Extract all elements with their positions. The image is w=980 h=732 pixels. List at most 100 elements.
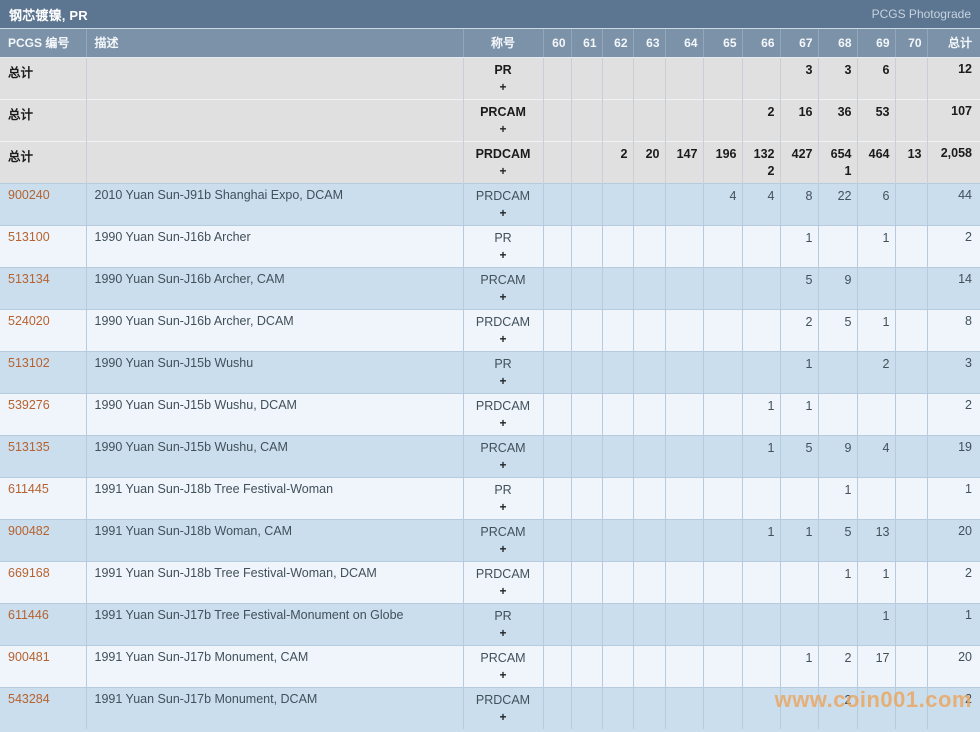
total-cell: 2 — [926, 392, 980, 435]
summary-row: 总计 PR +3 3 6 12 — [0, 57, 980, 99]
table-body: 总计 PR +3 3 6 12 总计 PRCAM +2 16 36 53 107 总计 PRDCAM +2 20… — [0, 57, 980, 729]
total-cell: 14 — [926, 266, 980, 309]
grade-cell-68: 5 — [817, 518, 857, 561]
table-row: 513134 1990 Yuan Sun-J16b Archer, CAM PRCA… — [0, 266, 980, 309]
grade-cell-64 — [664, 350, 703, 393]
col-header-grade-70: 70 — [894, 29, 927, 58]
grade-cell-65 — [702, 350, 742, 393]
grade-cell-66 — [741, 57, 780, 99]
grade-cell-62 — [601, 476, 633, 519]
grade-cell-67: 5 — [779, 434, 818, 477]
table-row: 524020 1990 Yuan Sun-J16b Archer, DCAM PRD… — [0, 308, 980, 351]
grade-cell-65 — [702, 98, 742, 141]
pcgs-number-cell: 513135 — [0, 434, 86, 477]
grade-cell-68: 3 — [817, 57, 857, 99]
grade-cell-62 — [601, 686, 633, 729]
grade-cell-63 — [632, 98, 665, 141]
grade-cell-60 — [542, 518, 571, 561]
grade-cell-62 — [601, 602, 633, 645]
pcgs-number-link[interactable]: 543284 — [8, 691, 50, 706]
pcgs-number-link[interactable]: 513102 — [8, 355, 50, 370]
grade-count: 2 — [620, 146, 628, 161]
designation-cell: PRCAM + — [462, 644, 543, 687]
designation-cell: PRDCAM + — [462, 182, 543, 225]
grade-cell-66 — [741, 476, 780, 519]
description-cell: 1991 Yuan Sun-J18b Tree Festival-Woman, … — [85, 560, 463, 603]
grade-cell-62 — [601, 182, 633, 225]
pcgs-number-link[interactable]: 611445 — [8, 481, 49, 496]
description-cell: 2010 Yuan Sun-J91b Shanghai Expo, DCAM — [85, 182, 463, 225]
pcgs-number-link[interactable]: 900240 — [8, 187, 50, 202]
pcgs-number-link[interactable]: 900482 — [8, 523, 50, 538]
total-cell: 1 — [926, 476, 980, 519]
grade-cell-68: 5 — [817, 308, 857, 351]
description-cell — [85, 98, 463, 141]
grade-count: 4 — [882, 440, 890, 455]
grade-cell-69 — [856, 686, 895, 729]
pcgs-number-cell: 总计 — [0, 98, 86, 141]
grade-cell-61 — [570, 57, 602, 99]
pcgs-number-link[interactable]: 524020 — [8, 313, 50, 328]
grade-count: 16 — [798, 104, 813, 119]
total-cell: 2,058 — [926, 140, 980, 183]
grade-cell-65 — [702, 518, 742, 561]
grade-cell-70 — [894, 98, 927, 141]
grade-count: 1 — [767, 524, 775, 539]
grade-cell-69: 1 — [856, 602, 895, 645]
grade-count: 3 — [805, 62, 813, 77]
total-cell: 2 — [926, 686, 980, 729]
grade-cell-63 — [632, 686, 665, 729]
grade-count: 6 — [882, 188, 890, 203]
description-cell: 1990 Yuan Sun-J15b Wushu, CAM — [85, 434, 463, 477]
total-cell: 20 — [926, 644, 980, 687]
pcgs-number-link[interactable]: 669168 — [8, 565, 50, 580]
pcgs-number-link[interactable]: 611446 — [8, 607, 49, 622]
designation-cell: PRCAM + — [462, 98, 543, 141]
pcgs-number-link[interactable]: 513100 — [8, 229, 50, 244]
grade-cell-60 — [542, 57, 571, 99]
grade-count: 2 — [844, 692, 852, 707]
plus-designation-label: + — [499, 289, 507, 304]
photograde-link[interactable]: PCGS Photograde — [871, 7, 971, 21]
description-cell: 1991 Yuan Sun-J17b Tree Festival-Monumen… — [85, 602, 463, 645]
grade-cell-66 — [741, 224, 780, 267]
grade-cell-63 — [632, 308, 665, 351]
designation-cell: PR + — [462, 224, 543, 267]
grade-count: 1 — [767, 398, 775, 413]
designation-label: PR — [494, 356, 512, 371]
grade-cell-60 — [542, 644, 571, 687]
grade-cell-64 — [664, 434, 703, 477]
grade-cell-61 — [570, 224, 602, 267]
designation-cell: PRDCAM + — [462, 686, 543, 729]
grade-cell-65 — [702, 644, 742, 687]
total-cell: 2 — [926, 560, 980, 603]
pcgs-number-link[interactable]: 513135 — [8, 439, 50, 454]
description-cell — [85, 140, 463, 183]
grade-cell-65 — [702, 57, 742, 99]
grade-cell-68 — [817, 602, 857, 645]
grade-cell-63 — [632, 266, 665, 309]
plus-designation-label: + — [499, 121, 507, 136]
grade-cell-63 — [632, 602, 665, 645]
pcgs-number-link[interactable]: 539276 — [8, 397, 50, 412]
pcgs-number-link[interactable]: 513134 — [8, 271, 50, 286]
designation-label: PR — [494, 482, 512, 497]
grade-cell-67: 1 — [779, 224, 818, 267]
grade-cell-61 — [570, 308, 602, 351]
total-cell: 19 — [926, 434, 980, 477]
grade-cell-64 — [664, 266, 703, 309]
grade-cell-67: 8 — [779, 182, 818, 225]
col-header-grade-69: 69 — [856, 29, 895, 58]
total-cell: 20 — [926, 518, 980, 561]
grade-cell-64 — [664, 392, 703, 435]
total-cell: 44 — [926, 182, 980, 225]
table-row: 539276 1990 Yuan Sun-J15b Wushu, DCAM PRDC… — [0, 392, 980, 435]
grade-count: 1 — [805, 356, 813, 371]
designation-cell: PRDCAM + — [462, 308, 543, 351]
grade-cell-64 — [664, 602, 703, 645]
grade-count: 196 — [715, 146, 737, 161]
page-title: 钢芯镀镍, PR — [9, 7, 88, 23]
grade-cell-65 — [702, 224, 742, 267]
pcgs-number-link[interactable]: 900481 — [8, 649, 50, 664]
description-cell: 1990 Yuan Sun-J16b Archer, DCAM — [85, 308, 463, 351]
